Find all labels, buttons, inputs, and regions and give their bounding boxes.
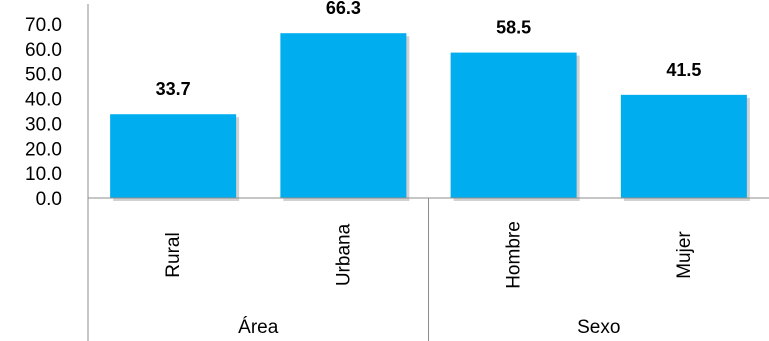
category-label: Rural [163,232,184,277]
y-tick-label: 40.0 [25,90,62,111]
y-axis: 0.0 10.0 20.0 30.0 40.0 50.0 60.0 70.0 [25,4,89,341]
category-label: Mujer [674,231,695,279]
category-label: Hombre [504,221,525,289]
y-tick-label: 50.0 [25,65,62,86]
data-labels: 33.7 66.3 58.5 41.5 [156,0,702,99]
y-tick-label: 30.0 [25,114,62,135]
y-tick-label: 10.0 [25,164,62,185]
group-label: Área [238,317,279,338]
y-tick-label: 0.0 [36,189,62,210]
y-tick-label: 60.0 [25,40,62,61]
category-label: Urbana [333,223,354,286]
bar-urbana [280,33,407,198]
y-tick-label: 20.0 [25,139,62,160]
bar-hombre [450,52,577,199]
bar-mujer [620,94,747,198]
data-label: 58.5 [496,18,531,38]
data-label: 41.5 [666,60,701,80]
bar-rural [110,114,237,198]
y-tick-label: 70.0 [25,15,62,36]
data-label: 33.7 [156,79,191,99]
data-label: 66.3 [326,0,361,18]
x-axis: Rural Urbana Hombre Mujer Área Sexo [88,197,769,341]
group-label: Sexo [577,317,620,338]
bars [110,33,750,202]
